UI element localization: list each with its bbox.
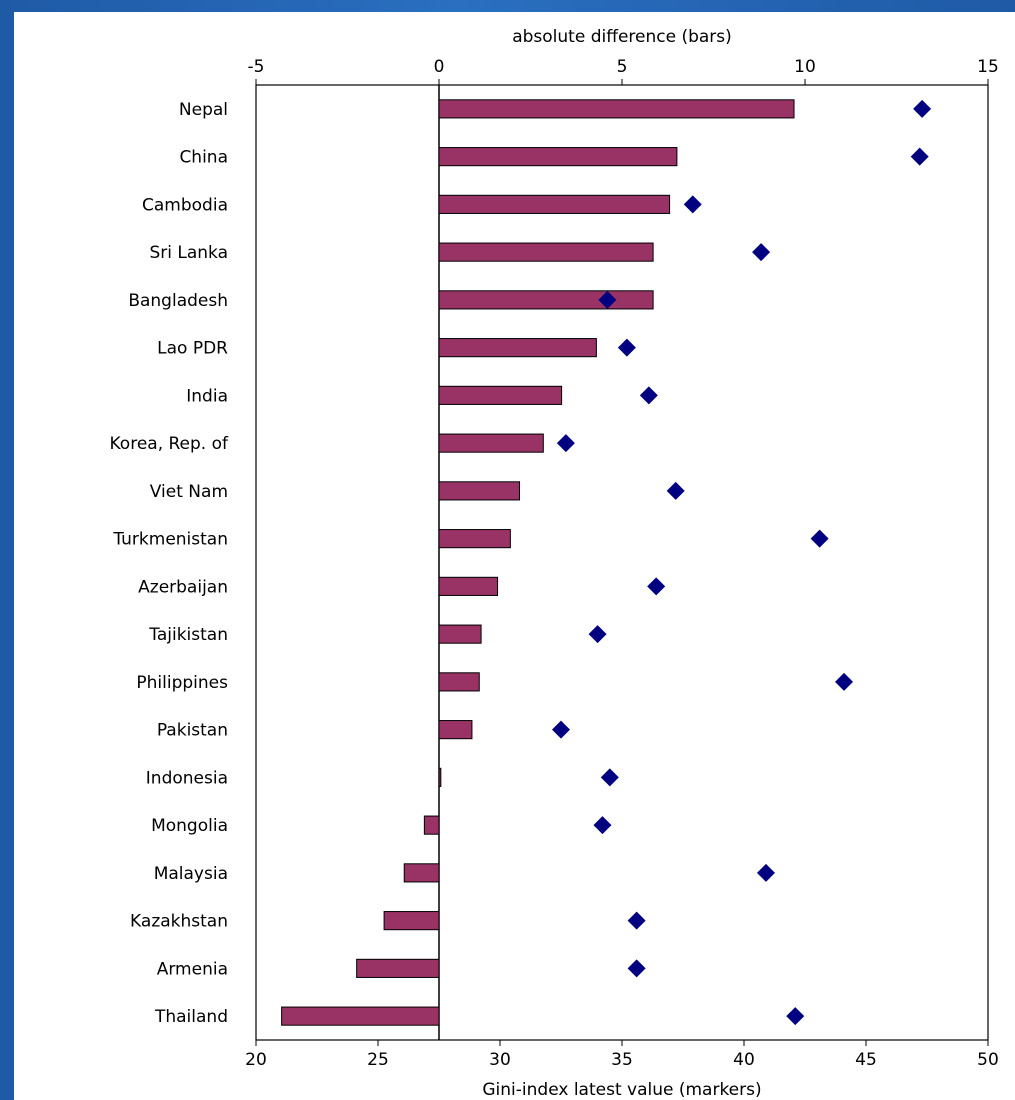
marker — [639, 386, 658, 405]
category-label: Sri Lanka — [149, 243, 228, 263]
marker — [647, 577, 666, 596]
category-label: Kazakhstan — [130, 912, 228, 932]
category-label: India — [186, 386, 228, 406]
marker — [600, 768, 619, 787]
marker — [556, 434, 575, 453]
category-label: China — [179, 148, 228, 168]
marker — [617, 338, 636, 357]
top-tick-label: 5 — [617, 57, 628, 77]
marker — [786, 1007, 805, 1026]
bar — [383, 911, 440, 931]
bar — [356, 958, 440, 978]
bar — [438, 147, 678, 167]
top-tick-label: 0 — [434, 57, 445, 77]
bar — [438, 576, 499, 596]
top-tick-label: -5 — [248, 57, 265, 77]
bar — [438, 481, 521, 501]
category-label: Mongolia — [151, 816, 228, 836]
marker — [598, 290, 617, 309]
bar — [403, 863, 440, 883]
marker — [666, 481, 685, 500]
bar — [438, 290, 654, 310]
bar — [438, 720, 473, 740]
bottom-tick-label: 50 — [977, 1050, 999, 1070]
category-label: Indonesia — [146, 768, 228, 788]
category-label: Pakistan — [157, 721, 228, 741]
marker — [627, 911, 646, 930]
category-label: Tajikistan — [148, 625, 228, 645]
bar — [438, 624, 482, 644]
marker — [627, 959, 646, 978]
bottom-tick-label: 25 — [367, 1050, 389, 1070]
category-label: Korea, Rep. of — [110, 434, 230, 454]
bottom-tick-label: 40 — [733, 1050, 755, 1070]
bottom-tick-label: 30 — [489, 1050, 511, 1070]
bar — [438, 529, 511, 549]
bar — [438, 672, 480, 692]
marker — [588, 625, 607, 644]
bar — [438, 194, 671, 214]
category-label: Nepal — [179, 100, 228, 120]
category-label: Thailand — [154, 1007, 228, 1027]
bottom-axis-title: Gini-index latest value (markers) — [482, 1080, 761, 1100]
category-label: Lao PDR — [157, 339, 228, 359]
marker — [913, 99, 932, 118]
marker — [756, 863, 775, 882]
bar — [438, 767, 442, 787]
bar — [438, 99, 795, 119]
category-label: Armenia — [157, 959, 228, 979]
bar — [423, 815, 440, 835]
marker — [752, 243, 771, 262]
category-label: Azerbaijan — [138, 577, 228, 597]
marker — [810, 529, 829, 548]
marker — [593, 816, 612, 835]
marker — [910, 147, 929, 166]
category-label: Philippines — [136, 673, 228, 693]
bottom-tick-label: 35 — [611, 1050, 633, 1070]
bottom-tick-label: 45 — [855, 1050, 877, 1070]
bottom-tick-label: 20 — [245, 1050, 267, 1070]
category-label: Malaysia — [154, 864, 228, 884]
category-label: Cambodia — [142, 195, 228, 215]
category-label: Viet Nam — [150, 482, 228, 502]
marker — [835, 672, 854, 691]
category-label: Turkmenistan — [112, 530, 228, 550]
bar — [438, 385, 563, 405]
bar — [438, 433, 544, 453]
bar — [281, 1006, 440, 1026]
chart-panel — [14, 12, 1015, 1100]
marker — [683, 195, 702, 214]
bar — [438, 338, 597, 358]
top-axis-title: absolute difference (bars) — [512, 27, 732, 47]
marker — [552, 720, 570, 739]
category-label: Bangladesh — [128, 291, 228, 311]
top-tick-label: 15 — [977, 57, 999, 77]
bar — [438, 242, 654, 262]
top-tick-label: 10 — [794, 57, 816, 77]
